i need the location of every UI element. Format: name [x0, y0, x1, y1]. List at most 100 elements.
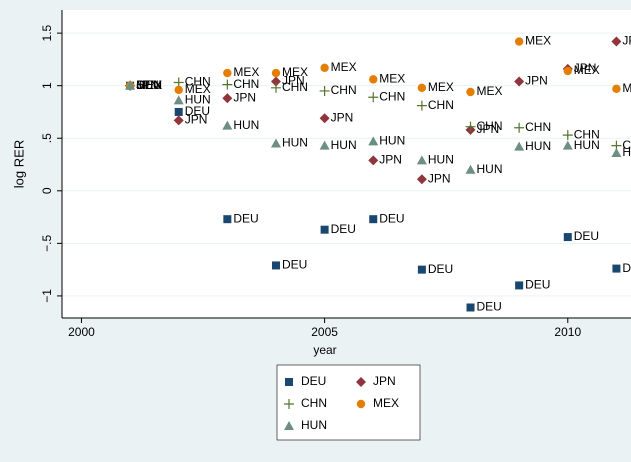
marker — [223, 215, 232, 224]
marker — [284, 399, 294, 409]
marker — [368, 92, 379, 103]
point-label: JPN — [477, 122, 500, 136]
point-label: CHN — [379, 89, 405, 103]
marker — [416, 155, 427, 165]
legend-label: MEX — [373, 396, 399, 410]
point-label: CHN — [282, 80, 308, 94]
point-label: DEU — [379, 211, 404, 225]
point-label: DEU — [185, 104, 210, 118]
marker — [562, 130, 573, 141]
marker — [270, 138, 281, 148]
marker — [563, 66, 572, 76]
marker — [284, 421, 294, 430]
marker — [319, 113, 330, 124]
marker — [611, 147, 622, 157]
point-label: MEX — [622, 81, 631, 95]
marker — [125, 80, 136, 90]
point-label: CHN — [136, 78, 162, 92]
point-label: CHN — [622, 138, 631, 152]
marker — [222, 93, 233, 104]
point-label: HUN — [622, 145, 631, 159]
marker — [514, 122, 525, 133]
point-label: CHN — [233, 77, 259, 91]
plot-points: DEUDEUDEUDEUDEUDEUDEUDEUDEUDEUDEUJPNJPNJ… — [125, 34, 631, 314]
marker — [174, 107, 183, 116]
point-label: DEU — [574, 229, 599, 243]
point-label: HUN — [574, 138, 600, 152]
plot-area — [62, 10, 631, 318]
marker — [271, 68, 281, 78]
point-label: CHN — [331, 83, 357, 97]
point-label: JPN — [574, 61, 597, 75]
marker — [223, 68, 232, 78]
y-tick-label: 1.5 — [40, 24, 54, 41]
point-label: JPN — [428, 171, 451, 185]
point-label: MEX — [379, 72, 405, 86]
marker — [319, 85, 330, 96]
point-label: DEU — [428, 262, 453, 276]
marker — [271, 261, 280, 270]
point-label: HUN — [282, 136, 308, 150]
marker — [368, 136, 379, 146]
point-label: JPN — [622, 34, 631, 48]
y-axis-title: log RER — [11, 140, 26, 188]
point-label: MEX — [233, 65, 259, 79]
x-axis-title: year — [313, 343, 336, 357]
point-label: JPN — [379, 152, 402, 166]
marker — [319, 140, 330, 150]
point-label: JPN — [136, 78, 159, 92]
point-label: JPN — [233, 90, 256, 104]
y-tick-label: 0 — [40, 187, 54, 194]
point-label: CHN — [574, 127, 600, 141]
marker — [466, 87, 475, 97]
point-label: MEX — [574, 63, 600, 77]
marker — [173, 115, 184, 126]
point-label: DEU — [233, 211, 258, 225]
point-label: HUN — [233, 118, 259, 132]
point-label: JPN — [525, 74, 548, 88]
marker — [222, 120, 233, 130]
point-label: MEX — [331, 60, 357, 74]
marker — [612, 264, 621, 273]
marker — [417, 265, 426, 274]
marker — [173, 95, 184, 105]
marker — [466, 303, 475, 312]
point-label: DEU — [525, 278, 550, 292]
marker — [320, 225, 329, 234]
y-tick-label: 1 — [40, 82, 54, 89]
marker — [465, 121, 476, 132]
x-tick-label: 2010 — [554, 325, 581, 339]
point-label: HUN — [525, 139, 551, 153]
legend-label: CHN — [301, 396, 327, 410]
legend-label: DEU — [301, 374, 326, 388]
x-tick-label: 2000 — [68, 325, 95, 339]
point-label: JPN — [331, 110, 354, 124]
point-label: MEX — [185, 82, 211, 96]
marker — [514, 76, 525, 87]
point-label: MEX — [525, 34, 551, 48]
point-label: CHN — [525, 120, 551, 134]
point-label: DEU — [477, 300, 502, 314]
marker — [369, 215, 378, 224]
marker — [356, 399, 366, 409]
marker — [270, 76, 281, 87]
marker — [320, 63, 329, 73]
y-tick-label: .5 — [40, 133, 54, 143]
point-label: CHN — [477, 119, 503, 133]
marker — [222, 79, 233, 90]
marker — [356, 377, 366, 387]
marker — [368, 155, 379, 166]
point-label: MEX — [282, 65, 308, 79]
y-tick-label: −1 — [40, 289, 54, 303]
marker — [563, 233, 572, 242]
point-label: DEU — [622, 261, 631, 275]
point-label: JPN — [185, 113, 208, 127]
marker — [285, 378, 293, 386]
point-label: HUN — [379, 134, 405, 148]
point-label: DEU — [136, 78, 161, 92]
marker — [465, 164, 476, 174]
marker — [369, 75, 378, 84]
x-tick-label: 2005 — [311, 325, 338, 339]
point-label: HUN — [428, 152, 454, 166]
point-label: HUN — [477, 162, 503, 176]
